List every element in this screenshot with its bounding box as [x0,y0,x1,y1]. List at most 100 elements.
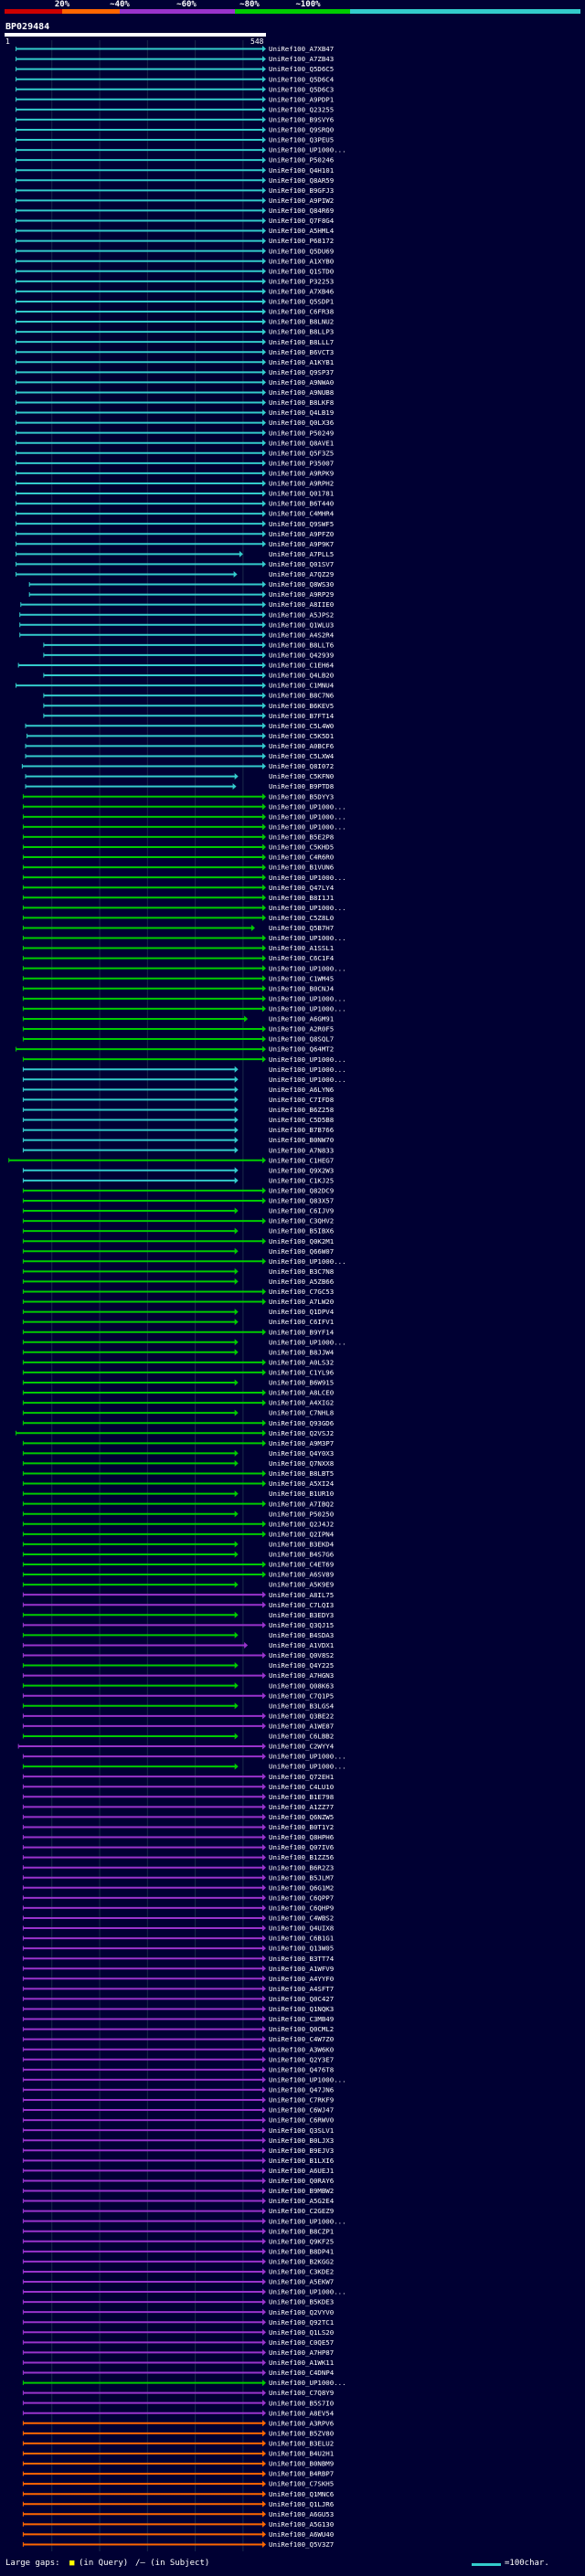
hit-label[interactable]: UniRef100_Q5F3Z5 [269,449,334,457]
hit-row[interactable]: UniRef100_A7ZB43 [16,55,335,63]
hit-label[interactable]: UniRef100_A9PFZ0 [269,530,334,538]
hit-row[interactable]: UniRef100_UP1000... [22,2288,346,2296]
hit-label[interactable]: UniRef100_Q01781 [269,490,334,498]
hit-label[interactable]: UniRef100_B6KEV5 [269,702,334,710]
hit-label[interactable]: UniRef100_A7ZB43 [269,55,334,63]
hit-label[interactable]: UniRef100_A4SFT7 [269,1985,334,1993]
hit-label[interactable]: UniRef100_A3RPV6 [269,2419,334,2427]
hit-row[interactable]: UniRef100_C6RWV0 [22,2116,334,2125]
hit-label[interactable]: UniRef100_Q5D6C4 [269,75,335,83]
hit-row[interactable]: UniRef100_Q1LS20 [22,2328,334,2337]
hit-label[interactable]: UniRef100_A4YYF0 [269,1975,334,1983]
hit-row[interactable]: UniRef100_Q1WLU3 [19,620,334,629]
hit-row[interactable]: UniRef100_C3QHV2 [22,1217,334,1225]
hit-row[interactable]: UniRef100_C6WJ47 [22,2106,334,2115]
hit-row[interactable]: UniRef100_B9EJV3 [22,2147,334,2155]
hit-label[interactable]: UniRef100_B5S7I0 [269,2399,334,2407]
hit-row[interactable]: UniRef100_B5JLM7 [22,1873,334,1882]
hit-label[interactable]: UniRef100_A9M3P7 [269,1439,334,1447]
hit-label[interactable]: UniRef100_Q9SP37 [269,368,334,376]
hit-label[interactable]: UniRef100_C6WJ47 [269,2106,334,2115]
hit-label[interactable]: UniRef100_B8LLP3 [269,328,334,336]
hit-row[interactable]: UniRef100_C7IFD8 [22,1096,334,1104]
hit-label[interactable]: UniRef100_Q2VYV0 [269,2308,334,2316]
hit-row[interactable]: UniRef100_C4LU10 [22,1783,334,1791]
hit-label[interactable]: UniRef100_A6GU53 [269,2510,334,2518]
hit-label[interactable]: UniRef100_A9RPK9 [269,469,334,477]
hit-label[interactable]: UniRef100_Q4Y0X3 [269,1449,334,1458]
hit-row[interactable]: UniRef100_C5L4W0 [25,722,334,730]
hit-label[interactable]: UniRef100_UP1000... [269,1004,346,1012]
hit-label[interactable]: UniRef100_Q0V8S2 [269,1651,334,1659]
hit-row[interactable]: UniRef100_Q1DPV4 [22,1308,335,1316]
hit-label[interactable]: UniRef100_Q0RAY6 [269,2177,334,2185]
hit-row[interactable]: UniRef100_Q01781 [16,490,335,498]
hit-row[interactable]: UniRef100_UP1000... [22,934,346,942]
hit-label[interactable]: UniRef100_A0LS32 [269,1358,334,1366]
hit-row[interactable]: UniRef100_A9RP29 [28,590,334,599]
hit-label[interactable]: UniRef100_A1XYB0 [269,257,334,265]
hit-row[interactable]: UniRef100_Q8AVE1 [16,439,335,447]
hit-label[interactable]: UniRef100_C6RWV0 [269,2116,334,2125]
hit-row[interactable]: UniRef100_Q9KF25 [22,2237,334,2245]
hit-label[interactable]: UniRef100_C4WBS2 [269,1914,334,1923]
hit-label[interactable]: UniRef100_B1LXI6 [269,2157,334,2165]
hit-label[interactable]: UniRef100_A7QZ29 [269,570,334,578]
hit-row[interactable]: UniRef100_A7HP87 [22,2348,334,2357]
hit-label[interactable]: UniRef100_Q4LB19 [269,408,334,417]
hit-label[interactable]: UniRef100_UP1000... [269,1753,346,1761]
hit-label[interactable]: UniRef100_C3MB49 [269,2015,334,2023]
hit-row[interactable]: UniRef100_Q47LY4 [22,884,335,892]
hit-row[interactable]: UniRef100_C4W7Z0 [22,2035,334,2043]
hit-row[interactable]: UniRef100_C4WBS2 [22,1914,334,1923]
hit-row[interactable]: UniRef100_UP1000... [22,822,346,831]
hit-label[interactable]: UniRef100_Q1DPV4 [269,1308,335,1316]
hit-label[interactable]: UniRef100_Q23255 [269,105,334,113]
hit-row[interactable]: UniRef100_B6T440 [16,500,335,508]
hit-row[interactable]: UniRef100_Q0V8S2 [22,1651,334,1659]
hit-row[interactable]: UniRef100_B3C7N8 [22,1267,334,1276]
hit-label[interactable]: UniRef100_A6GM91 [269,1015,334,1023]
hit-label[interactable]: UniRef100_Q3BE22 [269,1712,334,1720]
hit-label[interactable]: UniRef100_Q1MNC6 [269,2490,334,2498]
hit-label[interactable]: UniRef100_A9RP29 [269,590,334,599]
hit-label[interactable]: UniRef100_UP1000... [269,1257,346,1266]
hit-row[interactable]: UniRef100_Q5SDP1 [16,298,335,306]
hit-row[interactable]: UniRef100_Q3QJ15 [22,1621,334,1629]
hit-label[interactable]: UniRef100_A1SSL1 [269,944,334,952]
hit-row[interactable]: UniRef100_Q9X2W3 [22,1166,334,1174]
hit-label[interactable]: UniRef100_A7HGN3 [269,1671,334,1680]
hit-row[interactable]: UniRef100_A6SV89 [22,1571,334,1579]
hit-label[interactable]: UniRef100_C7Q1P5 [269,1691,334,1700]
hit-row[interactable]: UniRef100_B0NBM9 [22,2460,334,2468]
hit-label[interactable]: UniRef100_A4XIG2 [269,1399,334,1407]
hit-row[interactable]: UniRef100_A5XI24 [22,1479,335,1488]
hit-row[interactable]: UniRef100_Q07IV6 [22,1843,334,1851]
hit-label[interactable]: UniRef100_Q3PEU5 [269,136,334,144]
hit-row[interactable]: UniRef100_C6QPP7 [22,1893,334,1902]
hit-row[interactable]: UniRef100_Q6G1M2 [22,1883,334,1892]
hit-label[interactable]: UniRef100_Q93GD6 [269,1419,334,1427]
hit-row[interactable]: UniRef100_C7Q1P5 [22,1691,334,1700]
hit-row[interactable]: UniRef100_B6VCT3 [16,348,335,356]
hit-row[interactable]: UniRef100_C3KDE2 [22,2268,334,2276]
hit-row[interactable]: UniRef100_Q2IPN4 [22,1530,335,1538]
hit-label[interactable]: UniRef100_C3KDE2 [269,2268,334,2276]
hit-label[interactable]: UniRef100_Q2IPN4 [269,1530,335,1538]
hit-label[interactable]: UniRef100_Q2J4J2 [269,1520,334,1528]
hit-label[interactable]: UniRef100_B9MBW2 [269,2187,334,2195]
hit-label[interactable]: UniRef100_Q13W05 [269,1945,334,1953]
hit-row[interactable]: UniRef100_B6W915 [22,1379,334,1387]
hit-label[interactable]: UniRef100_Q4LB20 [269,672,334,680]
hit-label[interactable]: UniRef100_Q66W07 [269,1247,334,1256]
hit-label[interactable]: UniRef100_B8DP41 [269,2247,334,2255]
hit-row[interactable]: UniRef100_A8IIE0 [20,600,334,609]
hit-row[interactable]: UniRef100_B9GFJ3 [16,186,335,195]
hit-row[interactable]: UniRef100_C7LQI3 [22,1601,334,1609]
hit-row[interactable]: UniRef100_UP1000... [22,1004,346,1012]
hit-label[interactable]: UniRef100_C1MNU4 [269,682,335,690]
hit-row[interactable]: UniRef100_Q8SQL7 [22,1035,334,1044]
hit-label[interactable]: UniRef100_Q82DC9 [269,1187,334,1195]
hit-row[interactable]: UniRef100_UP1000... [22,874,346,882]
hit-row[interactable]: UniRef100_A0LS32 [22,1358,334,1366]
